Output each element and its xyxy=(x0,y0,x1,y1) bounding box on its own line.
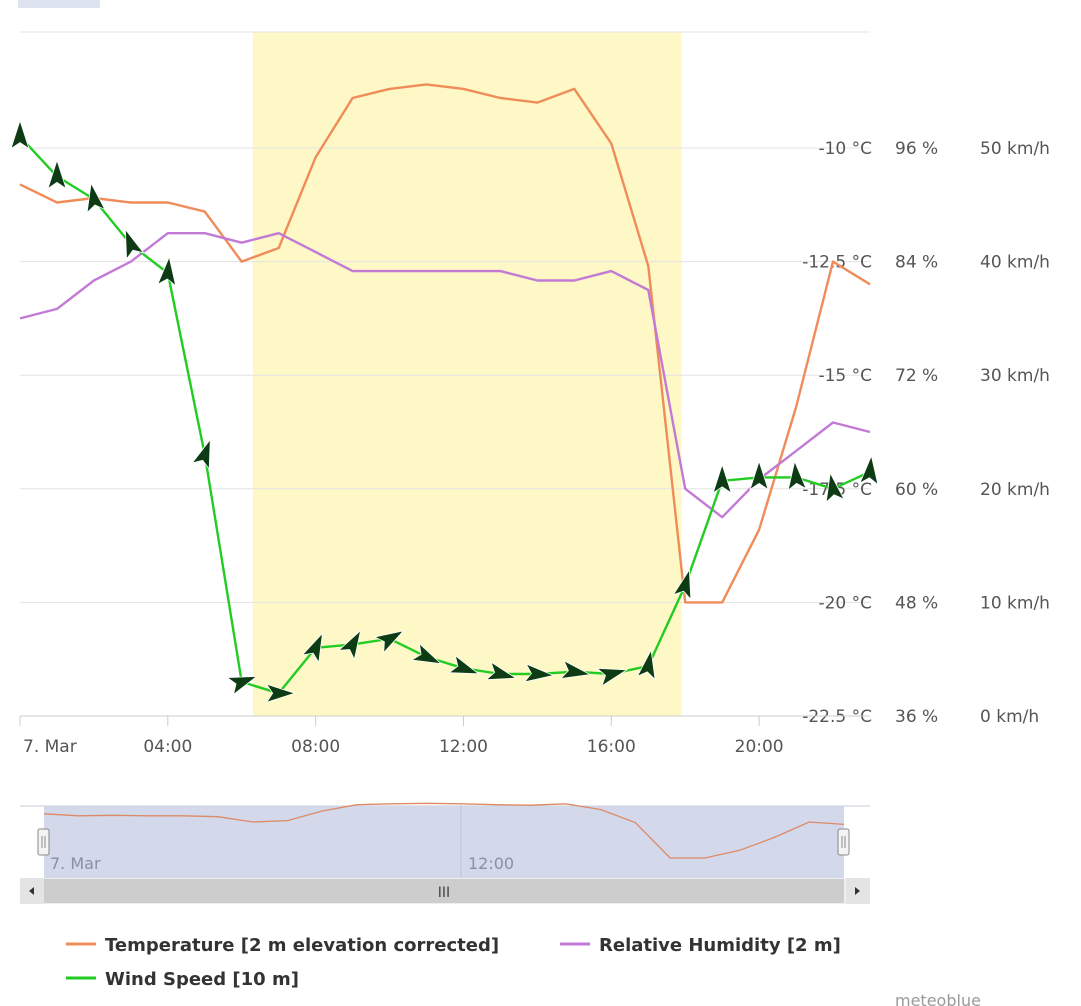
navigator-label-mid: 12:00 xyxy=(468,854,514,873)
wind-arrow xyxy=(86,182,106,214)
wind-arrow xyxy=(156,255,177,287)
wind-speed-line xyxy=(19,135,871,695)
wind-arrow xyxy=(596,667,629,687)
wind-arrow xyxy=(10,119,30,150)
wind-arrow xyxy=(265,683,297,704)
x-tick-label: 04:00 xyxy=(143,737,192,757)
wind-arrow xyxy=(636,648,656,681)
wind-arrow xyxy=(787,460,807,492)
wind-axis-label: 0 km/h xyxy=(980,707,1039,727)
wind-arrow xyxy=(191,438,211,471)
wind-arrow xyxy=(485,661,518,681)
wind-axis-label: 30 km/h xyxy=(980,366,1050,386)
humidity-axis-label: 72 % xyxy=(895,366,938,386)
wind-arrow xyxy=(373,630,405,654)
wind-arrow xyxy=(712,463,732,494)
temperature-axis-label: -22.5 °C xyxy=(802,707,872,727)
temperature-axis-label: -10 °C xyxy=(818,139,872,159)
wind-arrow xyxy=(749,460,769,491)
x-tick-label: 08:00 xyxy=(291,737,340,757)
wind-arrow xyxy=(301,632,324,664)
wind-axis-label: 10 km/h xyxy=(980,593,1050,613)
humidity-axis-label: 96 % xyxy=(895,139,938,159)
temperature-axis-label: -15 °C xyxy=(818,366,872,386)
legend-label-wind-speed: Wind Speed [10 m] xyxy=(105,969,299,990)
x-tick-label: 16:00 xyxy=(587,737,636,757)
wind-axis-label: 50 km/h xyxy=(980,139,1050,159)
humidity-axis-label: 36 % xyxy=(895,707,938,727)
legend-label-humidity: Relative Humidity [2 m] xyxy=(599,935,841,956)
series-layer xyxy=(19,83,871,695)
humidity-axis-label: 60 % xyxy=(895,480,938,500)
navigator-temperature-line xyxy=(43,802,845,859)
wind-arrow xyxy=(47,159,67,190)
navigator-selected-range[interactable] xyxy=(44,806,844,878)
wind-arrow xyxy=(124,228,145,261)
wind-arrow xyxy=(226,675,258,696)
wind-arrow xyxy=(337,629,362,661)
daylight-band-layer xyxy=(252,32,682,716)
wind-arrow xyxy=(523,663,555,683)
x-tick-label: 7. Mar xyxy=(23,737,77,757)
legend-label-temperature: Temperature [2 m elevation corrected] xyxy=(105,935,499,956)
daylight-band xyxy=(252,32,682,716)
x-tick-label: 20:00 xyxy=(735,737,784,757)
legend-item-temperature[interactable]: Temperature [2 m elevation corrected] xyxy=(66,935,499,956)
humidity-line xyxy=(19,232,871,519)
temperature-axis-label: -20 °C xyxy=(818,593,872,613)
navigator-handle-left[interactable] xyxy=(37,828,50,856)
range-button-fragment[interactable] xyxy=(18,0,100,8)
legend: Temperature [2 m elevation corrected] Re… xyxy=(66,935,841,990)
scrollbar-thumb[interactable] xyxy=(44,879,844,903)
wind-direction-arrows xyxy=(10,119,879,704)
axis-labels: -10 °C 96 % 50 km/h -12.5 °C 84 % 40 km/h -15 … xyxy=(19,139,1050,757)
wind-arrow xyxy=(672,568,692,601)
scrollbar-grip: III xyxy=(438,885,450,901)
humidity-axis-label: 48 % xyxy=(895,593,938,613)
humidity-axis-label: 84 % xyxy=(895,253,938,273)
wind-axis-label: 40 km/h xyxy=(980,253,1050,273)
credit[interactable]: meteoblue xyxy=(895,991,981,1006)
wind-arrow xyxy=(410,642,443,665)
navigator-label-start: 7. Mar xyxy=(50,854,101,873)
legend-item-wind-speed[interactable]: Wind Speed [10 m] xyxy=(66,969,299,990)
temperature-line xyxy=(19,83,871,604)
wind-arrow xyxy=(559,659,592,680)
arrow-left-icon xyxy=(29,887,34,895)
scrollbar[interactable]: III xyxy=(20,878,870,904)
navigator[interactable]: 7. Mar 12:00 xyxy=(20,802,870,878)
wind-arrow xyxy=(825,471,845,504)
temperature-axis-label: -12.5 °C xyxy=(802,253,872,273)
wind-arrow xyxy=(859,454,879,486)
wind-axis-label: 20 km/h xyxy=(980,480,1050,500)
wind-arrow xyxy=(447,654,480,675)
arrow-right-icon xyxy=(855,887,860,895)
x-tick-label: 12:00 xyxy=(439,737,488,757)
legend-item-humidity[interactable]: Relative Humidity [2 m] xyxy=(560,935,841,956)
navigator-handle-right[interactable] xyxy=(837,828,850,856)
